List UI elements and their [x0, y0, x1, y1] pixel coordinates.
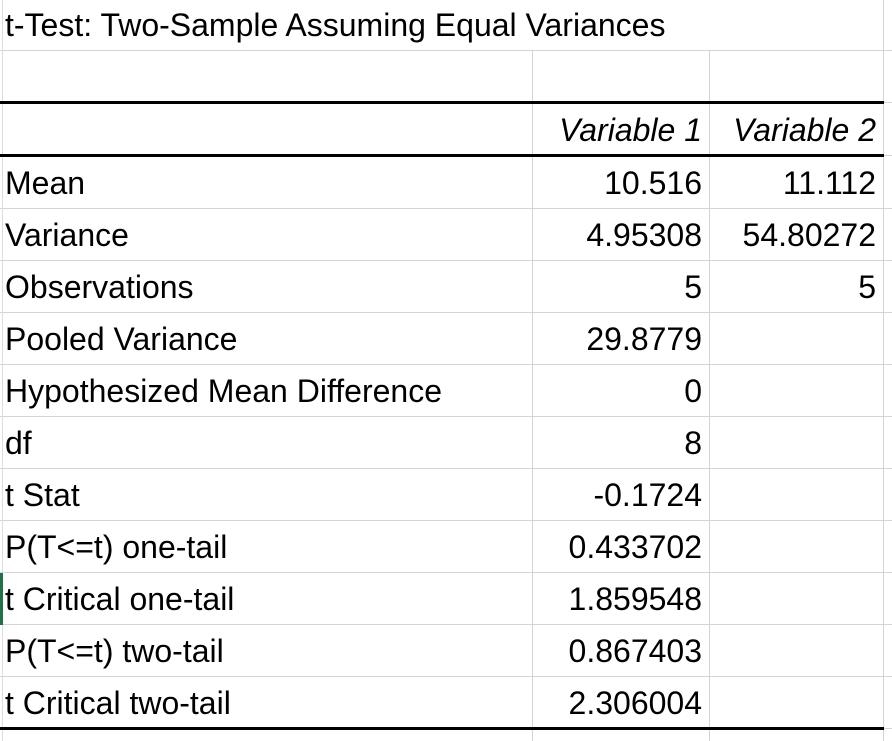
value-1-cell[interactable]: 8 — [684, 424, 702, 461]
table-row: P(T<=t) two-tail 0.867403 — [0, 625, 892, 677]
row-label-cell[interactable]: Variance — [5, 216, 129, 253]
value-2-cell[interactable] — [710, 521, 884, 573]
table-row: Observations 5 5 — [0, 261, 892, 313]
row-label-cell[interactable]: t Stat — [5, 476, 80, 513]
value-1-cell[interactable]: 4.95308 — [586, 216, 702, 253]
row-label-cell[interactable]: df — [5, 424, 32, 461]
value-1-cell[interactable]: 29.8779 — [586, 320, 702, 357]
row-label-cell[interactable]: Pooled Variance — [5, 320, 238, 357]
table-row: t Stat -0.1724 — [0, 469, 892, 521]
value-1-cell[interactable]: 10.516 — [604, 164, 702, 201]
row-label-cell[interactable]: P(T<=t) two-tail — [5, 632, 224, 669]
empty-cell[interactable] — [0, 51, 533, 104]
empty-cell[interactable] — [0, 729, 533, 741]
header-variable-2-cell[interactable]: Variable 2 — [733, 112, 876, 148]
table-row: t Critical one-tail 1.859548 — [0, 573, 892, 625]
table-row — [0, 51, 892, 104]
row-label-cell[interactable]: P(T<=t) one-tail — [5, 528, 228, 565]
row-label-cell[interactable]: t Critical one-tail — [5, 580, 235, 617]
value-1-cell[interactable]: 0.867403 — [568, 632, 702, 669]
table-row: t Critical two-tail 2.306004 — [0, 677, 892, 729]
value-2-cell[interactable] — [710, 469, 884, 521]
table-row: Mean 10.516 11.112 — [0, 157, 892, 209]
value-2-cell[interactable] — [710, 625, 884, 677]
value-1-cell[interactable]: 5 — [684, 268, 702, 305]
table-row: df 8 — [0, 417, 892, 469]
value-2-cell[interactable]: 5 — [858, 268, 876, 305]
header-variable-1-cell[interactable]: Variable 1 — [559, 112, 702, 148]
value-2-cell[interactable]: 54.80272 — [742, 216, 876, 253]
empty-cell[interactable] — [533, 51, 710, 104]
value-1-cell[interactable]: 0.433702 — [568, 528, 702, 565]
value-2-cell[interactable] — [710, 677, 884, 729]
empty-cell[interactable] — [0, 104, 533, 157]
value-1-cell[interactable]: 1.859548 — [568, 580, 702, 617]
table-row: Hypothesized Mean Difference 0 — [0, 365, 892, 417]
table-row: Pooled Variance 29.8779 — [0, 313, 892, 365]
table-row: P(T<=t) one-tail 0.433702 — [0, 521, 892, 573]
table-header-row: Variable 1 Variable 2 — [0, 104, 892, 157]
value-1-cell[interactable]: 0 — [684, 372, 702, 409]
row-label-cell[interactable]: Mean — [5, 164, 86, 201]
row-label-cell[interactable]: Hypothesized Mean Difference — [5, 372, 442, 409]
row-label-cell[interactable]: t Critical two-tail — [5, 684, 231, 721]
value-2-cell[interactable] — [710, 417, 884, 469]
table-row — [0, 729, 892, 741]
value-2-cell[interactable] — [710, 365, 884, 417]
title-cell[interactable]: t-Test: Two-Sample Assuming Equal Varian… — [5, 7, 666, 43]
table-row: t-Test: Two-Sample Assuming Equal Varian… — [0, 0, 892, 51]
empty-cell[interactable] — [710, 51, 884, 104]
table-row: Variance 4.95308 54.80272 — [0, 209, 892, 261]
value-2-cell[interactable] — [710, 573, 884, 625]
value-1-cell[interactable]: -0.1724 — [593, 476, 702, 513]
row-label-cell[interactable]: Observations — [5, 268, 194, 305]
value-2-cell[interactable]: 11.112 — [782, 164, 876, 201]
value-1-cell[interactable]: 2.306004 — [568, 684, 702, 721]
value-2-cell[interactable] — [710, 313, 884, 365]
